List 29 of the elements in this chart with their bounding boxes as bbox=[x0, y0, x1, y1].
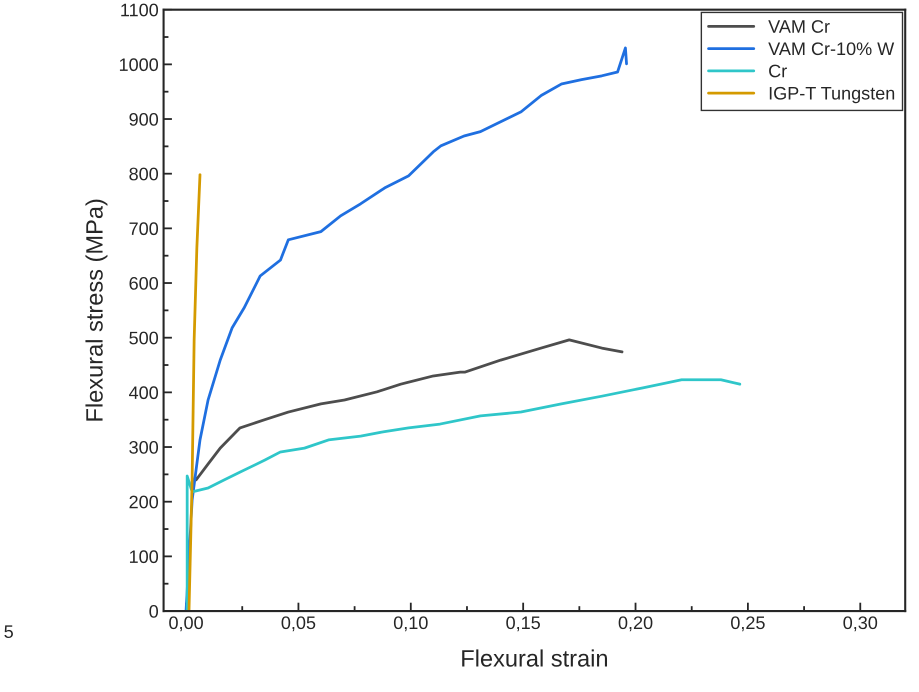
y-tick-label: 1000 bbox=[120, 58, 158, 72]
x-tick-label: 0,30 bbox=[843, 616, 878, 632]
y-tick-label: 900 bbox=[129, 112, 158, 126]
line-series bbox=[188, 173, 202, 612]
y-tick-label: 800 bbox=[129, 168, 158, 180]
y-tick-label: 700 bbox=[130, 222, 158, 236]
line-series bbox=[186, 378, 742, 612]
legend-label: VAM Cr-10% W bbox=[768, 42, 894, 56]
text: 5 bbox=[4, 625, 13, 638]
line-series bbox=[194, 338, 624, 482]
y-tick-label: 100 bbox=[130, 550, 158, 564]
x-axis-title: Flexural strain bbox=[462, 649, 608, 667]
x-tick-label: 0,05 bbox=[282, 616, 316, 632]
y-tick-label: 0 bbox=[149, 604, 158, 618]
x-tick-label: 0,10 bbox=[394, 616, 428, 632]
y-tick-label: 300 bbox=[129, 440, 158, 454]
x-tick-label: 0,20 bbox=[618, 616, 652, 632]
y-tick-label: 500 bbox=[129, 332, 158, 344]
y-axis-title: Flexural stress (MPa) bbox=[85, 200, 108, 421]
legend-label: IGP-T Tungsten bbox=[770, 86, 894, 104]
legend-label: Cr bbox=[769, 64, 787, 78]
legend-label: VAM Cr bbox=[768, 20, 830, 33]
y-tick-label: 1100 bbox=[121, 4, 158, 16]
y-tick-label: 400 bbox=[129, 386, 158, 400]
y-tick-label: 600 bbox=[130, 276, 158, 290]
x-tick-label: 0,00 bbox=[169, 616, 203, 632]
y-tick-label: 200 bbox=[130, 496, 158, 508]
x-tick-label: 0,25 bbox=[731, 616, 765, 632]
x-tick-label: 0,15 bbox=[506, 616, 540, 632]
